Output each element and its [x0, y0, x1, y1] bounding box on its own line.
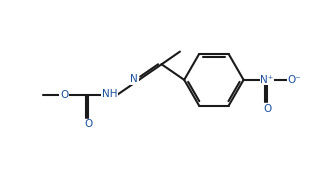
- Text: N⁺: N⁺: [260, 75, 274, 85]
- Text: O: O: [263, 104, 271, 114]
- Text: O: O: [84, 119, 92, 129]
- Text: O: O: [60, 90, 68, 100]
- Text: N: N: [130, 74, 138, 84]
- Text: NH: NH: [101, 89, 117, 99]
- Text: O⁻: O⁻: [288, 75, 302, 85]
